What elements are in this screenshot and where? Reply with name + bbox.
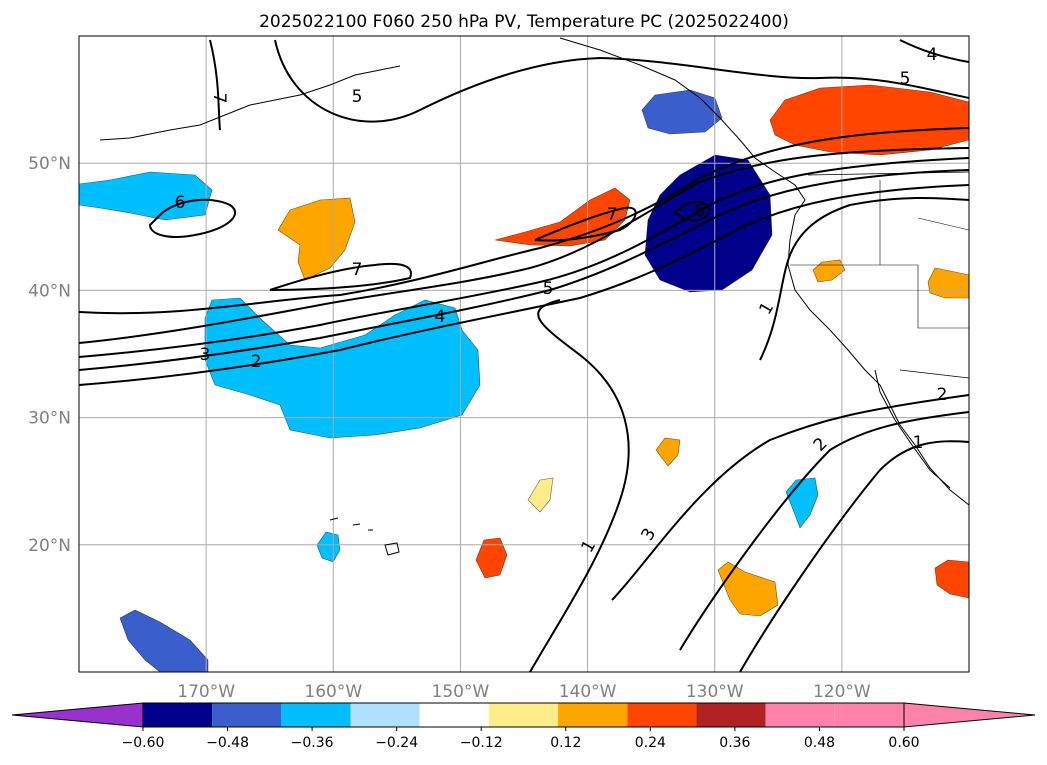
contour-label: 5	[900, 69, 911, 89]
colorbar-tick-label: −0.24	[375, 735, 418, 751]
colorbar-tick-labels: −0.60 −0.48 −0.36 −0.24 −0.12 0.12 0.24 0.36 0.4…	[122, 727, 920, 751]
contour-label: 5	[352, 87, 363, 107]
us-mexico-border	[899, 369, 969, 379]
contour-label-layer: 7 5 6 7 7 6 5 4 3 2 5 4 1 1 2 3 2 1	[175, 45, 948, 556]
colorbar-tick-label: −0.60	[122, 735, 165, 751]
latitude-tick-label: 50°N	[28, 154, 71, 174]
anomaly-region-west-pacific-48n	[79, 171, 213, 221]
colorbar-segment	[696, 703, 766, 727]
colorbar-tick-label: 0.12	[550, 735, 581, 751]
pv-contour-1-south	[739, 440, 969, 672]
contour-label: 7	[209, 93, 229, 104]
latitude-tick-label: 30°N	[28, 409, 71, 429]
colorbar-tick-label: 0.36	[719, 735, 750, 751]
pv-contour-6-trough	[673, 201, 712, 222]
anomaly-region-gulf-of-alaska	[641, 89, 723, 135]
longitude-tick-label: 150°W	[432, 682, 490, 702]
anomaly-region-small-warm-28n	[655, 437, 681, 467]
contour-label: 6	[695, 201, 706, 221]
latitude-tick-label: 40°N	[28, 281, 71, 301]
longitude-tick-label: 170°W	[177, 682, 235, 702]
colorbar-frame	[142, 702, 905, 728]
colorbar-extend-high	[903, 702, 1036, 728]
colorbar-segment	[350, 703, 420, 727]
contour-label: 1	[913, 433, 924, 453]
contour-label: 6	[175, 193, 186, 213]
longitude-tick-label: 160°W	[304, 682, 362, 702]
longitude-tick-label: 140°W	[559, 682, 617, 702]
anomaly-region-warm-california	[812, 259, 846, 283]
anomaly-region-central-pacific-warm	[277, 197, 356, 281]
pv-contour-upper-jet	[79, 127, 969, 315]
pv-contour-3	[79, 147, 969, 344]
colorbar-tick-label: 0.60	[888, 735, 919, 751]
colorbar	[11, 702, 1036, 728]
anomaly-region-southwest-corner	[119, 609, 209, 672]
map-gridlines	[79, 36, 969, 672]
contour-label: 7	[607, 205, 618, 225]
alaska-panhandle-coastline	[559, 37, 806, 216]
map-frame	[78, 35, 970, 673]
latitude-tick-label: 20°N	[28, 536, 71, 556]
pv-contour-1-california	[759, 196, 969, 361]
colorbar-segment	[834, 703, 904, 727]
pv-contour-7-east-loop	[534, 206, 637, 242]
colorbar-segment	[143, 703, 213, 727]
anomaly-region-small-warm-24n	[527, 477, 554, 513]
contour-label: 4	[435, 307, 446, 327]
chart-title: 2025022100 F060 250 hPa PV, Temperature …	[259, 12, 789, 32]
colorbar-tick-label: 0.24	[635, 735, 666, 751]
pv-contour-7-central-loop	[269, 262, 412, 291]
contour-label: 3	[200, 345, 211, 365]
anomaly-region-warm-17n	[717, 561, 779, 617]
pv-contour-north-inner	[899, 39, 969, 63]
colorbar-segment	[558, 703, 628, 727]
pv-contour-1-trough	[529, 299, 630, 672]
colorbar-segment	[212, 703, 282, 727]
anomaly-region-pacific-warm-45n	[494, 187, 631, 247]
coastline-layer	[99, 37, 969, 556]
colorbar-tick-label: −0.36	[291, 735, 334, 751]
pv-contour-6-loop	[148, 198, 237, 238]
colorbar-tick-label: −0.12	[460, 735, 503, 751]
colorbar-tick-label: 0.48	[804, 735, 835, 751]
anomaly-region-small-warm-19n	[475, 537, 508, 579]
canada-us-border	[807, 171, 969, 176]
colorbar-segment	[281, 703, 351, 727]
pv-contour-2	[79, 157, 969, 358]
us-state-borders	[790, 180, 969, 329]
alaska-peninsula-coastline	[99, 65, 401, 141]
colorbar-segment	[765, 703, 835, 727]
pv-contour-3-south	[611, 394, 969, 601]
contour-label: 7	[352, 260, 363, 280]
baja-coastline	[874, 369, 951, 489]
pv-contour-layer	[79, 39, 969, 672]
contour-label: 4	[927, 45, 938, 65]
anomaly-region-warm-east-edge	[934, 559, 969, 599]
colorbar-segment	[627, 703, 697, 727]
longitude-tick-label: 120°W	[813, 682, 871, 702]
pv-contour-5-north	[274, 39, 969, 123]
longitude-tick-labels: 170°W 160°W 150°W 140°W 130°W 120°W	[177, 682, 871, 702]
colorbar-tick-label: −0.48	[206, 735, 249, 751]
pv-contour-4	[79, 169, 969, 371]
contour-label: 2	[937, 385, 948, 405]
longitude-tick-label: 130°W	[686, 682, 744, 702]
hawaii-islands	[329, 517, 400, 556]
colorbar-segment	[488, 703, 559, 727]
colorbar-segment	[419, 703, 489, 727]
contour-label: 5	[543, 279, 554, 299]
contour-label: 2	[251, 352, 262, 372]
pv-contour-7-northwest	[209, 39, 221, 131]
latitude-tick-labels: 50°N 40°N 30°N 20°N	[28, 154, 71, 556]
us-west-coastline	[787, 214, 969, 506]
anomaly-region-cool-hawaii	[316, 531, 341, 563]
colorbar-extend-low	[11, 702, 144, 728]
pv-contour-2-south	[679, 411, 969, 651]
pv-contour-5	[79, 184, 969, 386]
